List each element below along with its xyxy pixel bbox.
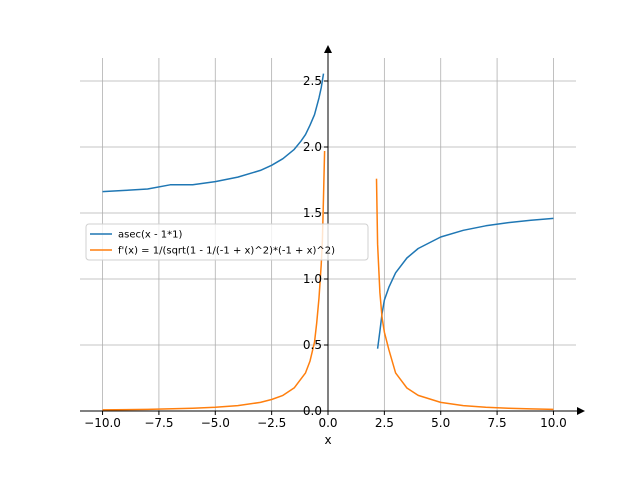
series-1-segment-1 bbox=[375, 178, 554, 411]
y-tick-label-5: 2.5 bbox=[303, 74, 322, 88]
legend-entry-0: asec(x - 1*1) bbox=[118, 230, 182, 241]
tick-labels: −10.0 −7.5 −5.0 −2.5 0.0 2.5 5.0 7.5 10.0 0.0 0.5 1… bbox=[84, 74, 567, 430]
x-tick-label-3: −2.5 bbox=[257, 416, 286, 430]
x-axis-arrow bbox=[577, 407, 585, 415]
x-tick-label-4: 0.0 bbox=[318, 416, 337, 430]
x-tick-label-2: −5.0 bbox=[201, 416, 230, 430]
series-0-segment-0 bbox=[102, 73, 325, 193]
legend-box bbox=[85, 223, 369, 261]
x-tick-label-1: −7.5 bbox=[144, 416, 173, 430]
x-tick-label-6: 5.0 bbox=[431, 416, 450, 430]
y-tick-label-3: 1.5 bbox=[303, 206, 322, 220]
legend-entry-1: f'(x) = 1/(sqrt(1 - 1/(-1 + x)^2)*(-1 + … bbox=[118, 246, 335, 257]
legend: asec(x - 1*1) f'(x) = 1/(sqrt(1 - 1/(-1 +… bbox=[85, 223, 369, 261]
x-tick-label-0: −10.0 bbox=[84, 416, 121, 430]
series-lines bbox=[102, 73, 554, 411]
y-tick-label-0: 0.0 bbox=[303, 404, 322, 418]
series-0-segment-1 bbox=[376, 217, 554, 349]
x-tick-label-8: 10.0 bbox=[540, 416, 567, 430]
y-tick-label-1: 0.5 bbox=[303, 338, 322, 352]
y-axis-arrow bbox=[324, 45, 332, 53]
y-tick-label-2: 1.0 bbox=[303, 272, 322, 286]
x-axis-label: x bbox=[324, 433, 331, 447]
y-tick-label-4: 2.0 bbox=[303, 140, 322, 154]
series-1-segment-0 bbox=[102, 150, 326, 411]
x-tick-label-7: 7.5 bbox=[488, 416, 507, 430]
x-tick-label-5: 2.5 bbox=[375, 416, 394, 430]
